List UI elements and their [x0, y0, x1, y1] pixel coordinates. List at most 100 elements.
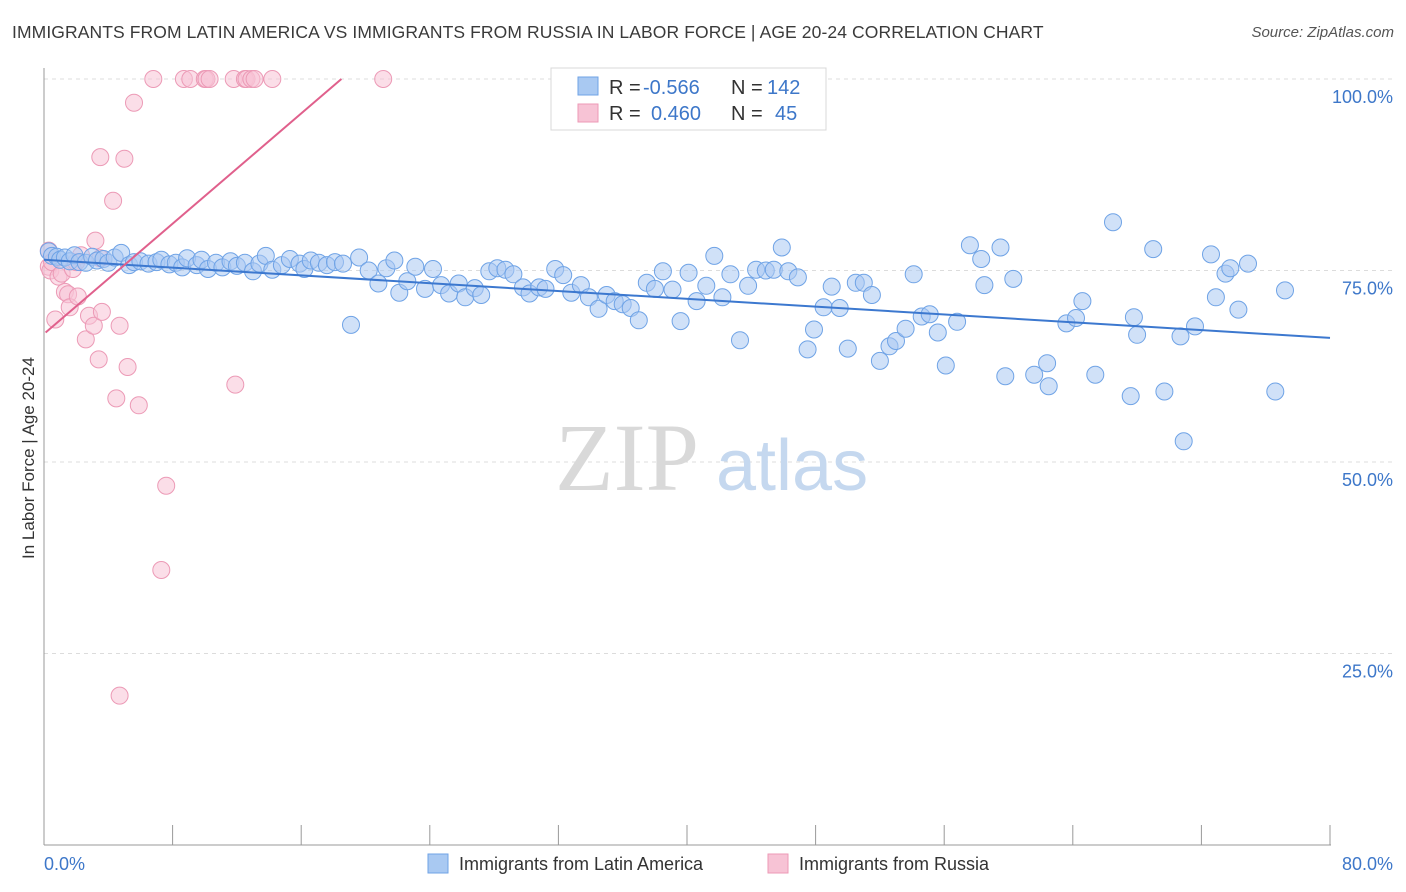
data-point [1073, 292, 1092, 311]
data-point [960, 236, 979, 255]
data-point [110, 686, 129, 705]
stats-n-label-1: N = [731, 77, 763, 99]
data-point [472, 286, 491, 304]
data-point [721, 265, 740, 284]
data-point [904, 265, 923, 284]
data-point [862, 286, 881, 304]
stats-box: R = -0.566 N = 142 R = 0.460 N = 45 [550, 67, 827, 131]
data-point [1186, 317, 1204, 336]
data-point [798, 340, 817, 359]
data-point [936, 356, 955, 375]
data-point [350, 248, 369, 267]
data-point [118, 358, 137, 376]
data-point [1025, 365, 1044, 384]
data-point [152, 561, 171, 579]
data-point [157, 476, 176, 495]
data-point [91, 148, 110, 167]
data-point [739, 276, 758, 295]
data-point [870, 351, 889, 370]
data-point [887, 332, 905, 350]
data-point [1206, 288, 1225, 307]
y-tick-label: 75.0% [1342, 279, 1393, 299]
data-point [1039, 377, 1058, 396]
data-point [1202, 245, 1220, 264]
data-point [1174, 432, 1193, 451]
data-point [822, 277, 841, 296]
data-point [991, 238, 1010, 257]
source-note: Source: ZipAtlas.com [1251, 24, 1394, 41]
data-point [996, 367, 1015, 386]
data-point [1266, 382, 1285, 401]
data-point [1124, 308, 1143, 327]
watermark-zip: ZIP [555, 404, 699, 511]
data-point [1276, 281, 1294, 300]
data-point [68, 287, 87, 306]
data-point [948, 312, 967, 331]
data-point [629, 311, 648, 330]
data-point [1171, 327, 1190, 346]
watermark-atlas: atlas [716, 426, 868, 506]
data-point [975, 276, 994, 295]
legend-swatch-russia [767, 853, 789, 874]
data-point [1104, 213, 1122, 232]
chart-title: IMMIGRANTS FROM LATIN AMERICA VS IMMIGRA… [12, 22, 1044, 42]
data-point [687, 292, 706, 311]
data-point [107, 389, 126, 408]
data-point [334, 254, 352, 273]
y-tick-label: 100.0% [1332, 87, 1393, 107]
stats-n-label-2: N = [731, 103, 763, 125]
data-point [504, 265, 523, 284]
data-point [972, 250, 991, 268]
data-point [653, 262, 672, 281]
stats-r-value-2: 0.460 [651, 103, 701, 125]
data-point [731, 331, 749, 350]
data-point [129, 396, 148, 415]
stats-r-label-2: R = [609, 103, 641, 125]
stats-pink-swatch [577, 103, 599, 123]
data-point [406, 257, 425, 276]
data-point [589, 299, 608, 318]
series-russia-points [39, 70, 393, 705]
data-point [89, 350, 108, 369]
data-point [84, 316, 103, 335]
stats-r-value-1: -0.566 [643, 77, 700, 99]
data-point [713, 288, 732, 307]
data-point [697, 276, 716, 295]
data-point [226, 375, 245, 394]
data-point [1121, 387, 1140, 406]
axes [43, 68, 1331, 846]
data-point [928, 323, 947, 342]
data-point [1239, 254, 1257, 273]
data-point [663, 280, 682, 299]
stats-blue-swatch [577, 76, 599, 96]
data-point [1221, 259, 1240, 278]
data-point [92, 302, 111, 321]
data-point [115, 149, 134, 168]
legend-label-latin-america: Immigrants from Latin America [459, 854, 704, 874]
data-point [1086, 365, 1105, 384]
data-point [104, 191, 123, 210]
data-point [679, 263, 698, 282]
y-axis-label: In Labor Force | Age 20-24 [19, 357, 38, 559]
data-point [896, 319, 915, 338]
data-point [838, 339, 857, 358]
gridlines [44, 78, 1393, 654]
x-tick-min: 0.0% [44, 854, 85, 874]
data-point [144, 70, 163, 88]
data-point [385, 251, 404, 270]
trend-line-latin-america [43, 258, 1331, 339]
legend-label-russia: Immigrants from Russia [799, 854, 990, 874]
data-point [788, 268, 807, 287]
data-point [1144, 240, 1163, 259]
trend-line-russia [44, 78, 343, 334]
data-point [1155, 382, 1174, 401]
watermark: ZIP atlas [555, 404, 868, 511]
trend-lines [43, 78, 1331, 339]
data-point [705, 246, 724, 265]
data-point [671, 312, 690, 331]
x-tick-max: 80.0% [1342, 854, 1393, 874]
data-point [263, 70, 282, 88]
legend-swatch-latin-america [427, 853, 449, 874]
data-point [46, 310, 65, 329]
